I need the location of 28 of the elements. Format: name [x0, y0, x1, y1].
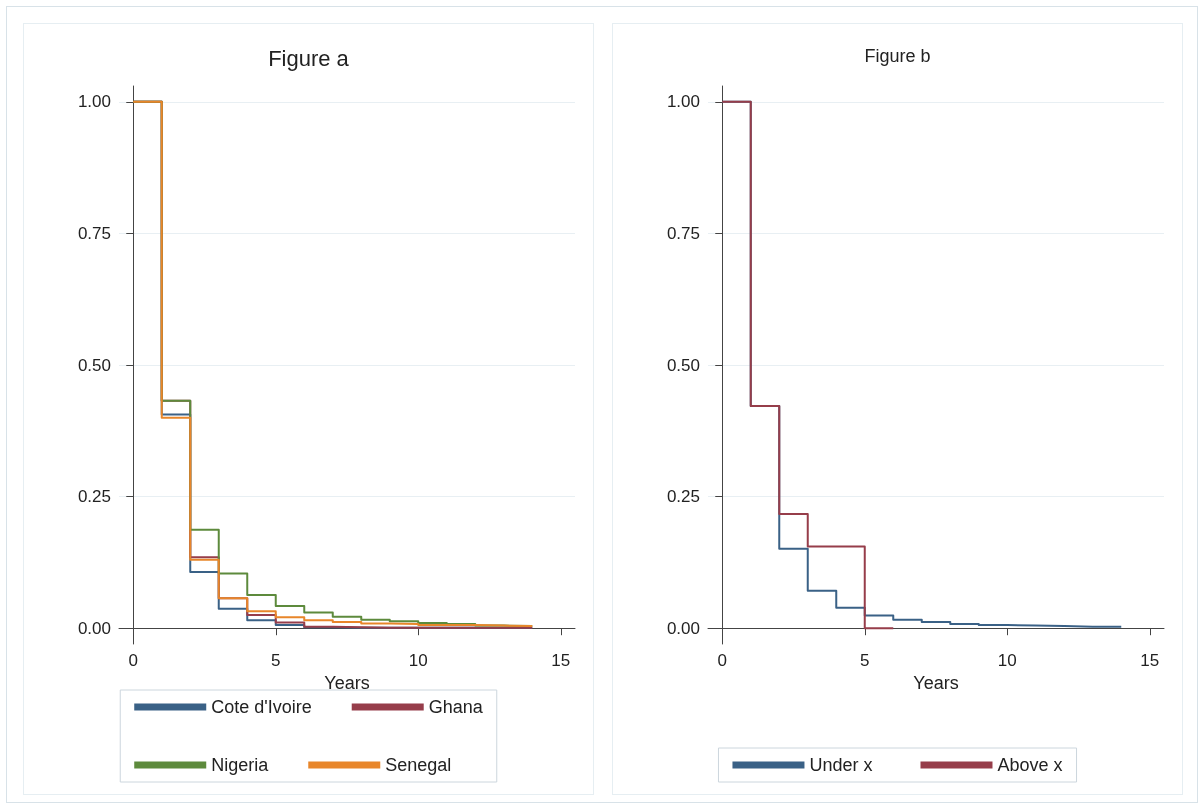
- legend-label: Above x: [997, 755, 1063, 775]
- legend-label: Senegal: [385, 755, 452, 775]
- x-tick-label: 15: [551, 651, 571, 670]
- x-axis-title: Years: [324, 672, 370, 693]
- y-tick-label: 1.00: [666, 92, 700, 112]
- x-axis-title: Years: [913, 672, 959, 693]
- y-tick-label: 0.25: [666, 487, 700, 507]
- legend-label: Ghana: [428, 697, 484, 717]
- legend-label: Cote d'Ivoire: [211, 697, 312, 717]
- x-tick-label: 10: [997, 651, 1017, 670]
- legend-label: Nigeria: [211, 755, 270, 775]
- y-tick-label: 0.75: [666, 223, 700, 243]
- x-tick-label: 10: [408, 651, 428, 670]
- y-tick-label: 0.00: [666, 618, 700, 638]
- y-tick-label: 0.00: [77, 618, 111, 638]
- y-tick-label: 1.00: [77, 92, 111, 112]
- y-tick-label: 0.50: [666, 355, 700, 375]
- x-tick-label: 0: [128, 651, 138, 670]
- y-tick-label: 0.75: [77, 223, 111, 243]
- x-tick-label: 5: [860, 651, 870, 670]
- y-tick-label: 0.50: [77, 355, 111, 375]
- x-tick-label: 0: [717, 651, 727, 670]
- chart-title: Figure b: [864, 46, 931, 66]
- legend-label: Under x: [809, 755, 873, 775]
- x-tick-label: 5: [271, 651, 281, 670]
- x-tick-label: 15: [1140, 651, 1160, 670]
- chart-title: Figure a: [268, 45, 350, 71]
- y-tick-label: 0.25: [77, 487, 111, 507]
